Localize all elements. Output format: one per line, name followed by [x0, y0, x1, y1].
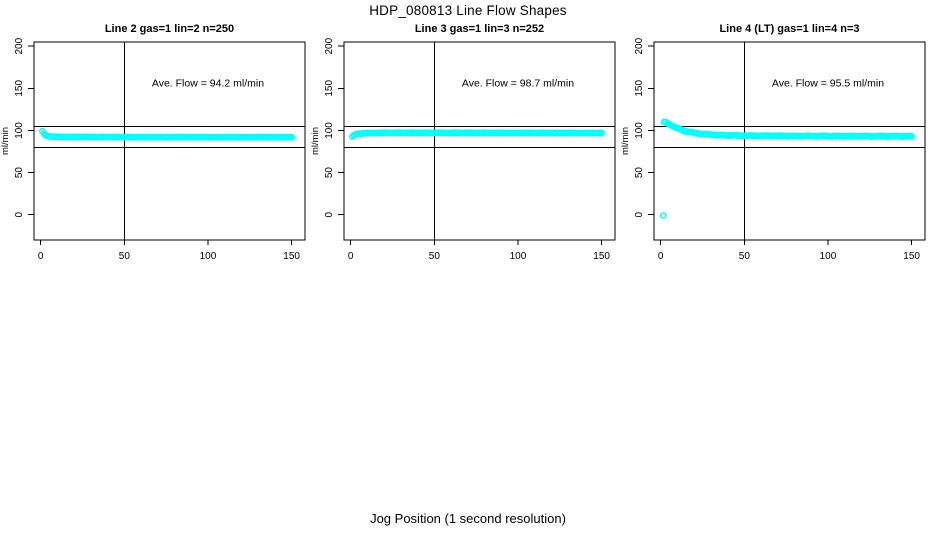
- panel-title: Line 2 gas=1 lin=2 n=250: [105, 23, 234, 35]
- y-tick-label: 0: [14, 212, 25, 218]
- avg-flow-annotation: Ave. Flow = 98.7 ml/min: [462, 78, 574, 90]
- y-tick-label: 200: [634, 37, 645, 54]
- panel-title: Line 4 (LT) gas=1 lin=4 n=3: [719, 23, 859, 35]
- panel-title: Line 3 gas=1 lin=3 n=252: [415, 23, 544, 35]
- x-tick-label: 50: [429, 251, 441, 262]
- y-tick-label: 200: [324, 37, 335, 54]
- x-tick-label: 150: [593, 251, 610, 262]
- x-tick-label: 100: [200, 251, 217, 262]
- panels-row: Line 2 gas=1 lin=2 n=250 0 50 100 150 0 50 100 1…: [0, 23, 926, 262]
- data-point: [598, 129, 605, 137]
- y-tick-label: 50: [324, 167, 335, 179]
- x-tick-label: 50: [739, 251, 751, 262]
- x-tick-label: 150: [903, 251, 920, 262]
- panel-1: Line 2 gas=1 lin=2 n=250 0 50 100 150 0 50 100 1…: [0, 23, 306, 262]
- y-tick-label: 50: [634, 167, 645, 179]
- data-point: [908, 133, 915, 140]
- y-axis-unit-label: ml/min: [620, 127, 631, 155]
- y-tick-label: 50: [14, 167, 25, 179]
- plot-box: [343, 41, 616, 241]
- figure-title: HDP_080813 Line Flow Shapes: [369, 3, 567, 18]
- data-points: [659, 118, 915, 219]
- y-tick-label: 100: [14, 122, 25, 139]
- avg-flow-annotation: Ave. Flow = 95.5 ml/min: [772, 78, 884, 90]
- x-tick-label: 150: [283, 251, 300, 262]
- x-tick-label: 0: [658, 251, 664, 262]
- avg-flow-annotation: Ave. Flow = 94.2 ml/min: [152, 78, 264, 90]
- y-tick-label: 0: [324, 212, 335, 218]
- y-tick-label: 150: [634, 80, 645, 97]
- data-points: [349, 129, 605, 141]
- y-axis-unit-label: ml/min: [310, 127, 321, 155]
- outlier-point: [659, 212, 667, 219]
- x-tick-label: 100: [510, 251, 527, 262]
- x-tick-label: 50: [119, 251, 131, 262]
- y-axis-unit-label: ml/min: [0, 127, 11, 155]
- data-points: [39, 127, 295, 141]
- panel-2: Line 3 gas=1 lin=3 n=252 0 50 100 150 0 50 100 1…: [310, 23, 616, 262]
- x-axis-label: Jog Position (1 second resolution): [370, 511, 566, 526]
- x-tick-label: 100: [820, 251, 837, 262]
- y-tick-label: 150: [324, 80, 335, 97]
- plot-box: [653, 41, 926, 241]
- x-tick-label: 0: [38, 251, 44, 262]
- y-tick-label: 0: [634, 212, 645, 218]
- y-tick-label: 150: [14, 80, 25, 97]
- y-tick-label: 100: [634, 122, 645, 139]
- plot-box: [33, 41, 306, 241]
- data-point: [288, 133, 295, 141]
- x-tick-label: 0: [348, 251, 354, 262]
- y-tick-label: 200: [14, 37, 25, 54]
- y-tick-label: 100: [324, 122, 335, 139]
- panel-3: Line 4 (LT) gas=1 lin=4 n=3 0 50 100 150 0 50 1…: [620, 23, 926, 262]
